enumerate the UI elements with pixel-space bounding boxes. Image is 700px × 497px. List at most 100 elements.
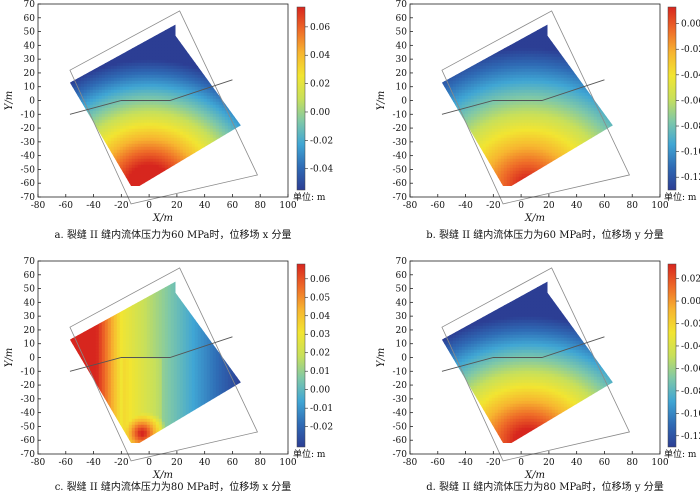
x-tick-label: 60	[227, 458, 239, 468]
fracture-line	[441, 79, 605, 115]
colorbar-tick-label: 0.00	[681, 297, 700, 307]
y-tick-label: -10	[393, 367, 408, 377]
y-tick-label: 50	[396, 28, 408, 38]
y-tick-label: 50	[396, 285, 408, 295]
x-tick-label: -80	[403, 458, 418, 468]
y-tick-label: 20	[24, 326, 36, 336]
colorbar-tick-label: -0.01	[310, 404, 333, 414]
y-tick-label: 70	[396, 257, 408, 267]
y-tick-label: 10	[396, 83, 408, 93]
colorbar-tick-label: 0.01	[310, 367, 330, 377]
x-tick-label: 80	[626, 458, 638, 468]
y-tick-label: -10	[21, 367, 36, 377]
y-tick-label: 50	[24, 28, 36, 38]
y-tick-label: -50	[393, 165, 408, 175]
colorbar	[296, 6, 306, 191]
y-tick-label: -30	[393, 138, 408, 148]
y-tick-label: 10	[396, 340, 408, 350]
x-tick-label: 100	[651, 201, 668, 211]
chart-panel-1: -80 -60 -40 -20 0 20 40 60 80 100706050403020100-…	[4, 0, 333, 241]
y-tick-label: -60	[21, 436, 36, 446]
x-tick-label: -40	[458, 201, 473, 211]
colorbar-tick-label: -0.04	[310, 165, 333, 175]
y-tick-label: 0	[29, 354, 35, 364]
y-tick-label: 50	[24, 285, 36, 295]
y-tick-label: -70	[21, 450, 36, 460]
y-axis-title: Y/m	[4, 91, 15, 110]
y-tick-label: 30	[24, 55, 36, 65]
x-tick-label: 0	[518, 201, 524, 211]
x-tick-label: 20	[543, 458, 555, 468]
y-tick-label: 20	[396, 326, 408, 336]
y-tick-label: -40	[393, 409, 408, 419]
chart-panel-2: -80 -60 -40 -20 0 20 40 60 80 100706050403020100-…	[376, 0, 700, 241]
x-axis-title: X/m	[524, 213, 545, 224]
y-tick-label: 0	[29, 97, 35, 107]
x-tick-label: -60	[59, 458, 74, 468]
y-tick-label: 10	[24, 83, 36, 93]
x-tick-label: 0	[146, 458, 152, 468]
y-tick-label: 40	[396, 298, 408, 308]
x-tick-label: -60	[59, 201, 74, 211]
x-tick-label: -20	[114, 201, 129, 211]
x-tick-label: -20	[486, 458, 501, 468]
model-boundary	[69, 10, 259, 205]
x-tick-label: 100	[279, 201, 296, 211]
x-tick-label: -40	[86, 201, 101, 211]
panel-caption: b. 裂缝 II 缝内流体压力为60 MPa时，位移场 y 分量	[426, 228, 663, 241]
y-tick-label: 60	[24, 271, 36, 281]
y-tick-label: 20	[24, 69, 36, 79]
panel-caption: a. 裂缝 II 缝内流体压力为60 MPa时，位移场 x 分量	[55, 228, 292, 241]
y-axis-title: Y/m	[376, 348, 387, 367]
chart-panel-3: -80 -60 -40 -20 0 20 40 60 80 100706050403020100-…	[4, 257, 333, 493]
chart-panel-4: -80 -60 -40 -20 0 20 40 60 80 100706050403020100-…	[376, 257, 700, 493]
x-tick-label: 60	[599, 201, 611, 211]
y-tick-label: 0	[401, 354, 407, 364]
y-axis-title: Y/m	[376, 91, 387, 110]
x-tick-label: 0	[146, 201, 152, 211]
colorbar-unit: 单位: m	[293, 448, 326, 460]
y-tick-label: 60	[396, 271, 408, 281]
colorbar-tick-label: -0.04	[681, 342, 700, 352]
x-tick-label: 20	[543, 201, 555, 211]
y-tick-label: -30	[393, 395, 408, 405]
colorbar-tick-label: -0.06	[681, 364, 700, 374]
y-tick-label: -40	[21, 409, 36, 419]
colorbar-tick-label: -0.02	[681, 45, 700, 55]
colorbar-tick-label: 0.02	[310, 80, 330, 90]
y-axis-title: Y/m	[4, 348, 15, 367]
heatmap-field	[69, 24, 241, 186]
panel-caption: c. 裂缝 II 缝内流体压力为80 MPa时，位移场 x 分量	[55, 480, 292, 493]
y-tick-label: -60	[393, 436, 408, 446]
x-tick-label: 20	[171, 201, 183, 211]
colorbar-tick-label: 0.00	[310, 386, 330, 396]
y-tick-label: 30	[24, 312, 36, 322]
y-tick-label: 10	[24, 340, 36, 350]
colorbar-tick-label: -0.02	[310, 136, 333, 146]
y-tick-label: 40	[24, 41, 36, 51]
y-tick-label: 60	[24, 14, 36, 24]
x-tick-label: 80	[254, 458, 266, 468]
y-tick-label: -10	[21, 110, 36, 120]
x-tick-label: -20	[114, 458, 129, 468]
y-tick-label: -20	[21, 381, 36, 391]
x-tick-label: -80	[403, 201, 418, 211]
x-tick-label: 100	[279, 458, 296, 468]
y-tick-label: -70	[393, 193, 408, 203]
colorbar-tick-label: -0.10	[681, 409, 700, 419]
colorbar-tick-label: -0.08	[681, 387, 700, 397]
x-tick-label: -20	[486, 201, 501, 211]
colorbar-tick-label: 0.04	[310, 312, 330, 322]
colorbar-tick-label: -0.04	[681, 71, 700, 81]
y-tick-label: -50	[393, 422, 408, 432]
x-tick-label: 60	[599, 458, 611, 468]
fracture-line	[69, 79, 233, 115]
y-tick-label: -60	[21, 179, 36, 189]
y-tick-label: -20	[393, 381, 408, 391]
y-tick-label: 60	[396, 14, 408, 24]
x-tick-label: -80	[31, 458, 46, 468]
y-tick-label: 70	[396, 0, 408, 10]
x-tick-label: -40	[86, 458, 101, 468]
y-tick-label: -50	[21, 422, 36, 432]
